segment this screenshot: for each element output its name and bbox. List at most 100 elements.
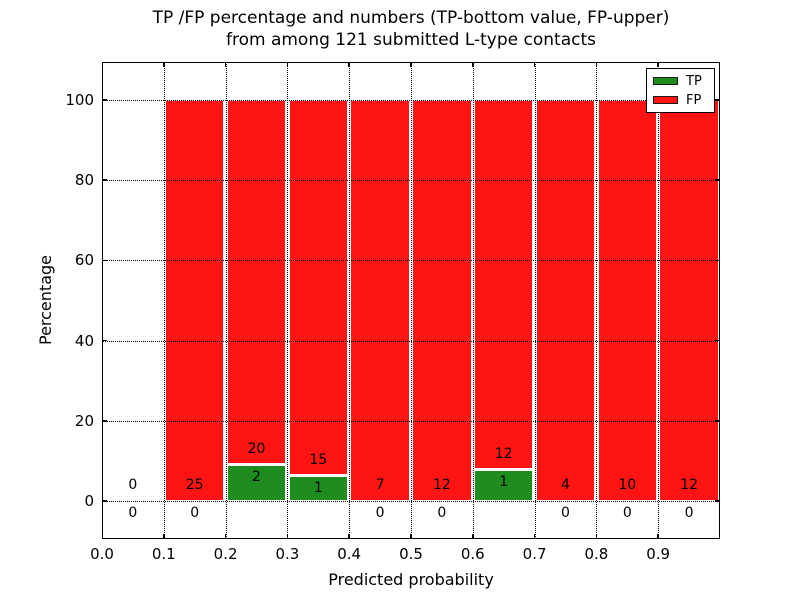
x-tick-label: 0.0 (90, 545, 114, 563)
bar-fp (474, 100, 534, 471)
x-tick-label: 0.4 (337, 545, 362, 563)
grid-line-horizontal (102, 501, 720, 502)
legend-label: FP (686, 92, 702, 108)
legend-swatch-tp (653, 77, 678, 85)
fp-count-label: 0 (128, 476, 138, 493)
grid-line-vertical (225, 62, 227, 539)
x-tick-mark (224, 534, 227, 539)
x-tick-mark-top (533, 62, 536, 67)
y-tick-mark (102, 500, 107, 502)
tp-count-label: 0 (622, 505, 632, 522)
tp-count-label: 0 (561, 505, 570, 522)
tp-count-label: 0 (190, 505, 200, 522)
fp-count-label: 12 (432, 476, 451, 493)
fp-count-label: 4 (561, 476, 570, 493)
x-tick-mark-top (163, 62, 165, 67)
grid-line-vertical (163, 62, 165, 539)
y-tick-mark-right (715, 420, 720, 422)
y-tick-mark-right (715, 179, 720, 181)
legend-item: FP (653, 93, 708, 108)
y-tick-label: 60 (74, 251, 94, 270)
x-tick-label: 0.7 (522, 545, 547, 563)
legend: TP FP (646, 68, 715, 113)
bar-fp (288, 100, 348, 476)
bar-tp (288, 475, 348, 501)
bar-fp (659, 100, 719, 501)
x-tick-mark (163, 534, 165, 539)
x-tick-label: 0.6 (460, 545, 485, 563)
y-tick-mark (102, 259, 107, 262)
x-axis-label: Predicted probability (328, 570, 494, 589)
x-tick-mark (595, 534, 598, 539)
grid-line-vertical (658, 62, 660, 539)
tp-count-label: 1 (313, 479, 323, 496)
chart-title-line2: from among 121 submitted L-type contacts (225, 30, 596, 50)
bar-fp (226, 100, 287, 465)
x-tick-label: 0.9 (646, 545, 671, 563)
y-tick-mark (102, 339, 107, 342)
legend-swatch-fp (653, 96, 678, 104)
x-tick-mark-top (410, 62, 412, 67)
x-tick-mark-top (224, 62, 227, 67)
x-tick-mark-top (595, 62, 598, 67)
fp-count-label: 10 (618, 476, 637, 493)
y-tick-mark (102, 179, 107, 181)
fp-count-label: 7 (375, 476, 385, 493)
bar-tp (226, 464, 287, 501)
grid-line-horizontal (102, 260, 720, 262)
y-tick-label: 80 (74, 171, 94, 190)
bar-fp (165, 100, 225, 501)
y-axis-label: Percentage (36, 254, 55, 346)
x-tick-mark (348, 534, 350, 539)
x-tick-mark-top (657, 62, 659, 67)
fp-count-label: 12 (680, 476, 699, 493)
y-tick-label: 20 (74, 411, 94, 430)
fp-count-label: 20 (247, 440, 266, 457)
x-tick-label: 0.3 (275, 545, 300, 563)
legend-label: TP (686, 73, 702, 89)
x-tick-label: 0.2 (213, 545, 238, 563)
bar-fp (412, 100, 472, 501)
y-tick-mark-right (715, 99, 720, 101)
y-tick-label: 100 (65, 91, 94, 109)
grid-line-horizontal (102, 340, 720, 342)
y-tick-mark (102, 420, 107, 422)
x-tick-mark (533, 534, 536, 539)
bar-fp (350, 100, 410, 501)
bar-fp (597, 100, 657, 501)
bar-fp (535, 100, 596, 501)
tp-count-label: 0 (128, 505, 138, 522)
x-tick-mark-top (348, 62, 350, 67)
x-tick-mark (472, 534, 474, 539)
bar-tp (474, 470, 534, 501)
x-tick-mark-top (286, 62, 289, 67)
grid-line-vertical (349, 62, 351, 539)
x-tick-mark (286, 534, 289, 539)
chart-title-line1: TP /FP percentage and numbers (TP-bottom… (152, 8, 670, 28)
x-tick-mark (657, 534, 659, 539)
x-tick-label: 0.5 (399, 545, 423, 563)
tp-count-label: 0 (437, 505, 447, 522)
fp-count-label: 12 (494, 446, 513, 463)
y-tick-label: 0 (84, 492, 94, 510)
tp-count-label: 2 (252, 468, 261, 485)
fp-count-label: 25 (185, 476, 204, 493)
y-tick-mark-right (715, 500, 720, 502)
grid-line-horizontal (102, 180, 720, 182)
y-tick-mark-right (715, 259, 720, 262)
x-tick-mark (410, 534, 412, 539)
legend-item: TP (653, 74, 708, 89)
y-tick-mark (102, 99, 107, 101)
grid-line-vertical (287, 62, 289, 539)
grid-line-vertical (534, 62, 536, 539)
grid-line-vertical (596, 62, 598, 539)
x-tick-mark-top (472, 62, 474, 67)
grid-line-vertical (472, 62, 474, 539)
grid-line-horizontal (102, 420, 720, 422)
tp-count-label: 0 (375, 505, 385, 522)
grid-line-horizontal (102, 100, 720, 101)
y-tick-mark-right (715, 339, 720, 342)
x-tick-label: 0.1 (151, 545, 176, 563)
x-tick-label: 0.8 (584, 545, 609, 563)
